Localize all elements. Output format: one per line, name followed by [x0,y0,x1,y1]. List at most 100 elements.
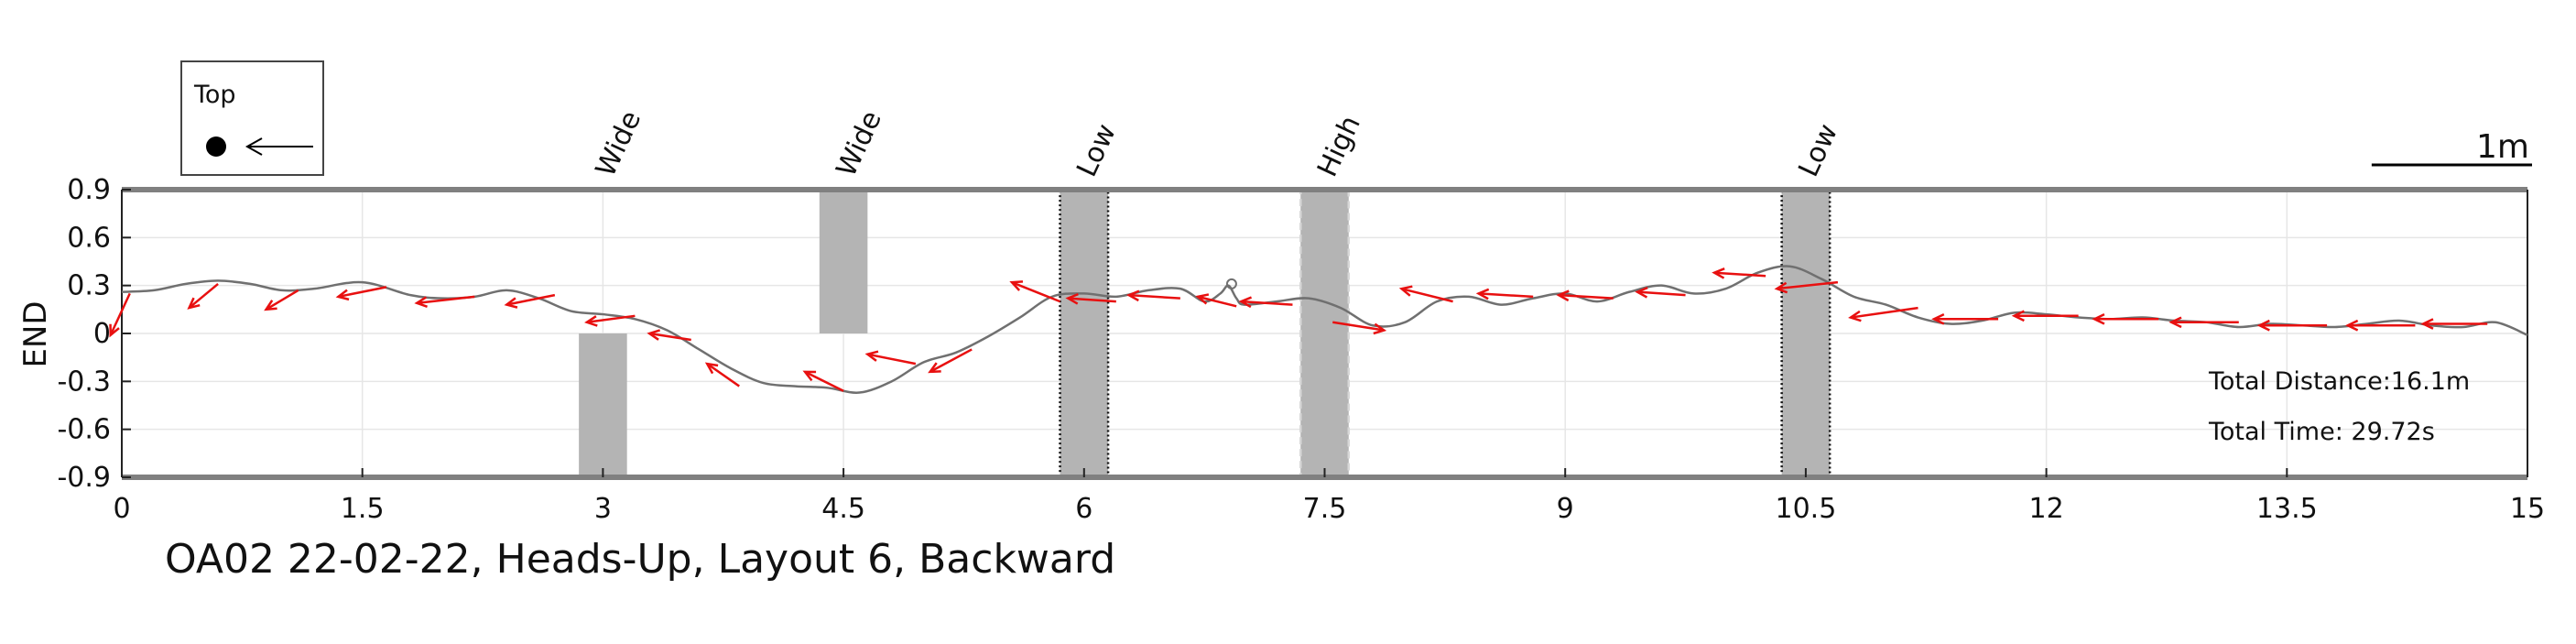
heading-arrow [1195,293,1237,308]
heading-arrow-shaft [867,353,917,366]
heading-arrow-shaft [1332,321,1385,332]
heading-arrow-head [1475,288,1490,300]
y-tick-label: -0.9 [57,462,111,494]
obstacle-label: Wide [590,106,647,182]
heading-arrow-head [335,289,350,301]
heading-arrow [1238,296,1293,309]
heading-arrow [109,292,131,338]
obstacle-low [1780,188,1831,479]
y-tick-label: 0.6 [67,222,111,254]
heading-arrow-head [1556,289,1570,302]
heading-arrow [704,362,740,387]
heading-arrow-head [2344,319,2359,332]
obstacle-label: Wide [831,106,888,182]
obstacle-high [1299,188,1351,479]
heading-arrow [2168,316,2239,329]
obstacle-low [1059,188,1110,479]
heading-arrow-shaft [506,293,556,306]
heading-arrow [2011,310,2079,322]
heading-arrow-head [414,296,428,309]
heading-arrow-head [2011,310,2025,322]
y-tick-label: 0.3 [67,270,111,302]
heading-arrow-head [864,350,879,362]
heading-arrow-shaft [109,292,131,336]
heading-arrow [187,282,219,310]
scale-bar-label: 1m [2476,128,2529,166]
heading-arrow [647,329,691,342]
heading-arrow [1712,267,1766,279]
heading-arrow [2344,319,2416,332]
heading-arrow-shaft [1478,292,1534,299]
heading-arrow [335,286,387,301]
heading-arrow-shaft [929,348,973,373]
heading-arrow-shaft [1197,295,1237,308]
heading-arrow-head [2168,316,2182,329]
heading-arrow-head [504,297,518,309]
heading-arrow-head [1774,281,1788,294]
x-tick-label: 7.5 [1303,493,1347,525]
obstacle-label: High [1311,111,1367,181]
x-tick-label: 9 [1557,493,1574,525]
heading-arrow-head [1848,310,1862,322]
heading-arrow-shaft [1401,287,1453,303]
heading-arrow-head [647,329,661,341]
obstacle-wide [819,190,868,333]
heading-arrow [1475,288,1534,300]
heading-arrow-head [1195,293,1210,305]
path-loop [1225,278,1237,289]
heading-arrow-head [704,362,719,375]
heading-arrow [1065,292,1116,305]
legend-label: Top [193,81,236,109]
heading-arrow-shaft [804,370,844,392]
heading-arrow-shaft [265,289,299,311]
heading-arrow-head [1238,296,1253,309]
heading-arrow [1635,286,1686,299]
x-tick-label: 4.5 [821,493,865,525]
heading-arrow-head [1931,312,1945,325]
heading-arrow-shaft [1068,297,1116,303]
heading-arrow-shaft [1777,280,1839,290]
heading-arrow-shaft [1559,293,1614,300]
obstacle-label: Low [1071,119,1123,181]
heading-arrow [802,370,844,392]
y-axis-label: END [17,300,54,367]
heading-arrow-head [584,315,598,327]
heading-arrow-head [928,362,941,374]
heading-arrow-shaft [648,332,691,342]
heading-arrow [864,350,917,366]
scale-bar: 1m [2371,128,2532,167]
obstacle-label: Low [1792,119,1844,181]
y-tick-label: 0.9 [67,174,111,206]
heading-arrow [2420,318,2488,330]
heading-arrow-head [1398,285,1413,297]
obstacle-wide [579,333,627,477]
heading-arrow [1931,312,1999,325]
heading-arrow-shaft [1636,290,1686,297]
chart-title: OA02 22-02-22, Heads-Up, Layout 6, Backw… [165,536,1115,583]
heading-arrow [928,348,973,374]
heading-arrow-head [1635,286,1648,299]
heading-arrow-shaft [188,282,219,310]
heading-arrow [1125,289,1180,302]
legend-marker-icon [206,136,226,157]
axes: 0 1.5 3 4.5 6 7.5 9 10.5 12 13.5 15 0.9 0.6 0.3 0 -0.3 -… [57,174,2545,525]
y-tick-label: -0.3 [57,366,111,398]
labels: Wide Wide Low High Low [590,106,1844,182]
heading-arrow-head [2256,319,2270,332]
heading-arrow-shaft [1713,271,1766,278]
heading-arrow [414,295,475,309]
x-tick-label: 1.5 [341,493,385,525]
heading-arrow-head [1712,267,1725,279]
x-tick-label: 6 [1075,493,1092,525]
y-tick-label: 0 [93,318,111,350]
x-tick-label: 10.5 [1776,493,1837,525]
heading-arrow-shaft [706,363,740,387]
heading-arrow [1398,285,1453,303]
heading-arrow-shaft [1011,281,1060,303]
heading-arrow-head [2092,312,2105,325]
x-tick-label: 13.5 [2256,493,2318,525]
heading-arrow [504,293,556,309]
heading-arrow-head [1009,280,1024,291]
heading-arrow [264,289,299,311]
